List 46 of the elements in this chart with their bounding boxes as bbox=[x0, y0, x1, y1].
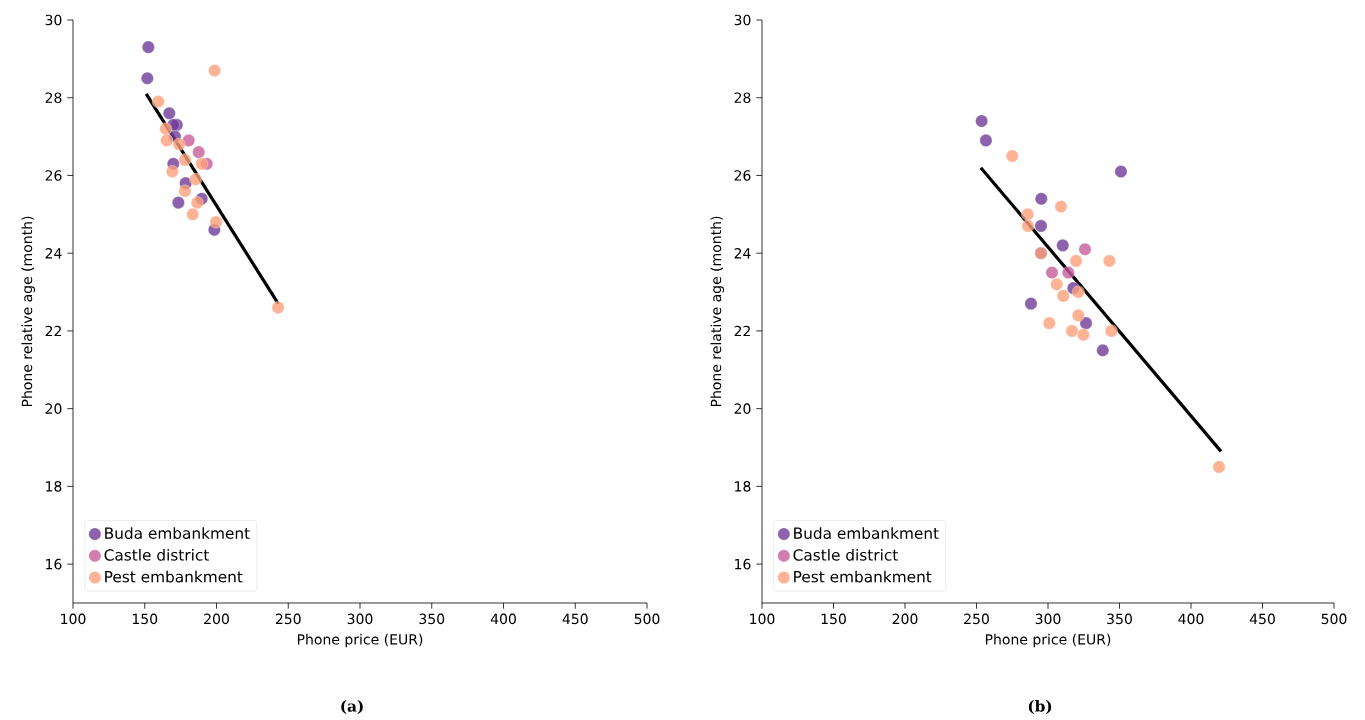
y-axis-title: Phone relative age (month) bbox=[710, 216, 724, 407]
legend-label: Castle district bbox=[793, 548, 898, 561]
y-tick-label: 16 bbox=[735, 558, 751, 570]
y-tick-label: 28 bbox=[45, 92, 62, 104]
legend-label: Pest embankment bbox=[794, 570, 932, 583]
y-tick-label: 28 bbox=[734, 92, 751, 104]
y-axis-title: Phone relative age (month) bbox=[21, 216, 35, 407]
x-tick-label: 150 bbox=[821, 613, 846, 625]
x-tick-label: 250 bbox=[964, 613, 989, 625]
x-tick-label: 500 bbox=[634, 613, 660, 625]
legend-label: Pest embankment bbox=[105, 570, 243, 583]
x-tick-label: 100 bbox=[61, 613, 86, 625]
x-axis-title: Phone price (EUR) bbox=[297, 633, 423, 648]
x-tick-label: 200 bbox=[204, 613, 229, 625]
x-tick-label: 350 bbox=[419, 613, 445, 625]
x-tick-label: 500 bbox=[1321, 613, 1347, 625]
x-tick-label: 300 bbox=[1035, 613, 1061, 625]
x-tick-label: 100 bbox=[750, 613, 775, 625]
text: (b) bbox=[1028, 699, 1052, 714]
x-tick-label: 350 bbox=[1107, 613, 1132, 625]
x-tick-label: 150 bbox=[132, 613, 158, 625]
y-tick-label: 16 bbox=[46, 558, 62, 570]
x-tick-label: 400 bbox=[490, 613, 516, 625]
y-tick-label: 20 bbox=[734, 403, 751, 414]
x-tick-label: 400 bbox=[1178, 613, 1204, 625]
y-tick-label: 22 bbox=[734, 325, 750, 337]
y-tick-label: 22 bbox=[45, 325, 61, 337]
y-tick-label: 18 bbox=[46, 481, 62, 492]
y-tick-label: 20 bbox=[45, 403, 62, 414]
x-tick-label: 300 bbox=[347, 613, 373, 625]
text: (a) bbox=[341, 699, 363, 714]
y-tick-label: 30 bbox=[734, 14, 751, 26]
y-tick-label: 24 bbox=[45, 247, 62, 259]
x-tick-label: 450 bbox=[1249, 613, 1275, 625]
legend-label: Buda embankment bbox=[105, 527, 250, 539]
y-tick-label: 30 bbox=[45, 14, 62, 26]
x-tick-label: 450 bbox=[562, 613, 588, 625]
legend-label: Castle district bbox=[104, 548, 209, 561]
y-tick-label: 24 bbox=[734, 247, 751, 259]
x-tick-label: 200 bbox=[892, 613, 918, 625]
legend-label: Buda embankment bbox=[794, 527, 939, 539]
y-tick-label: 26 bbox=[45, 170, 62, 181]
y-tick-label: 18 bbox=[735, 481, 751, 492]
x-axis-title: Phone price (EUR) bbox=[985, 633, 1111, 648]
x-tick-label: 250 bbox=[275, 613, 301, 625]
y-tick-label: 26 bbox=[734, 170, 751, 181]
